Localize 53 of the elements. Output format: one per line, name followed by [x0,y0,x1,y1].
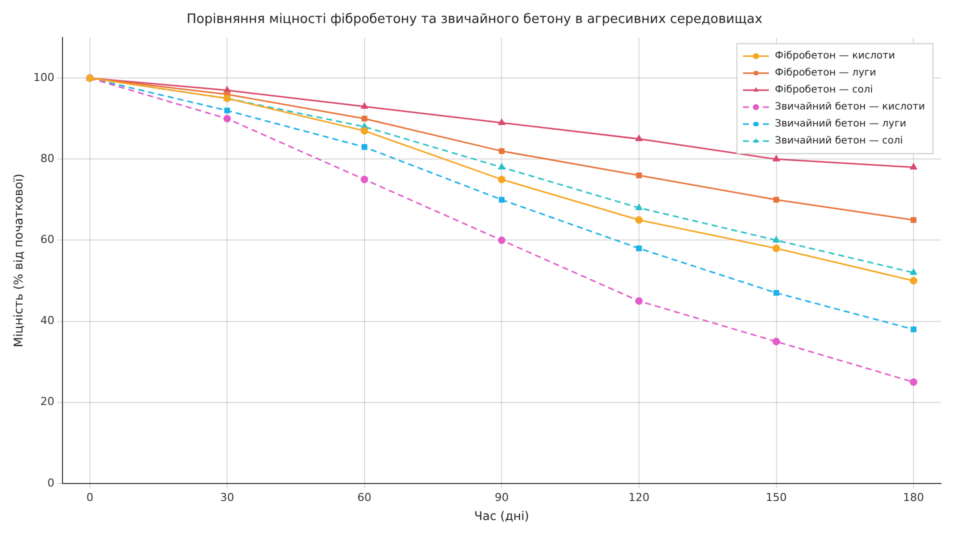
x-tick-label: 180 [903,490,924,504]
y-tick-label: 40 [40,314,54,328]
point [773,196,780,203]
point [498,176,506,184]
point [224,108,230,114]
x-tick-label: 120 [628,490,650,504]
y-tick-label: 80 [40,152,54,166]
point [636,172,642,178]
y-tick-label: 20 [40,395,54,408]
point [910,378,918,386]
legend-label: Звичайний бетон — луги [774,118,906,130]
point [910,277,918,285]
point [773,290,780,296]
point [361,102,368,109]
point [636,245,642,252]
y-tick-label: 0 [47,476,54,490]
legend-label: Фібробетон — луги [774,68,876,79]
point [910,326,916,332]
legend-label: Фібробетон — солі [774,84,873,96]
point [223,114,231,122]
point [360,176,368,184]
point [636,204,642,210]
y-tick-label: 100 [33,70,54,84]
point [498,164,506,170]
point [910,217,916,223]
x-tick-label: 0 [86,490,94,504]
y-axis-title: Міцність (% від початкової) [11,174,26,348]
point [910,164,917,170]
x-tick-label: 30 [220,490,234,504]
point [362,144,368,150]
y-tick-label: 60 [40,233,54,246]
point [360,127,368,135]
point [362,116,368,122]
point [635,297,643,305]
x-tick-label: 90 [494,490,509,504]
point [635,216,643,224]
x-tick-label: 150 [766,490,787,504]
point [772,236,780,242]
point [498,118,506,125]
point [772,155,780,162]
legend-label: Звичайний бетон — кислоти [774,102,926,113]
point [772,338,780,346]
point [772,244,780,252]
x-axis-title: Час (дні) [474,508,530,523]
legend-label: Звичайний бетон — солі [774,136,903,147]
point [498,236,506,244]
point [498,196,505,203]
point [910,268,917,275]
chart-title: Порівняння міцності фібробетону та звичайного бетону в агресивних середовищах [186,12,763,28]
x-tick-label: 60 [357,490,372,504]
point [498,148,505,154]
point [636,135,642,142]
legend-label: Фібробетон — кислоти [774,50,895,62]
